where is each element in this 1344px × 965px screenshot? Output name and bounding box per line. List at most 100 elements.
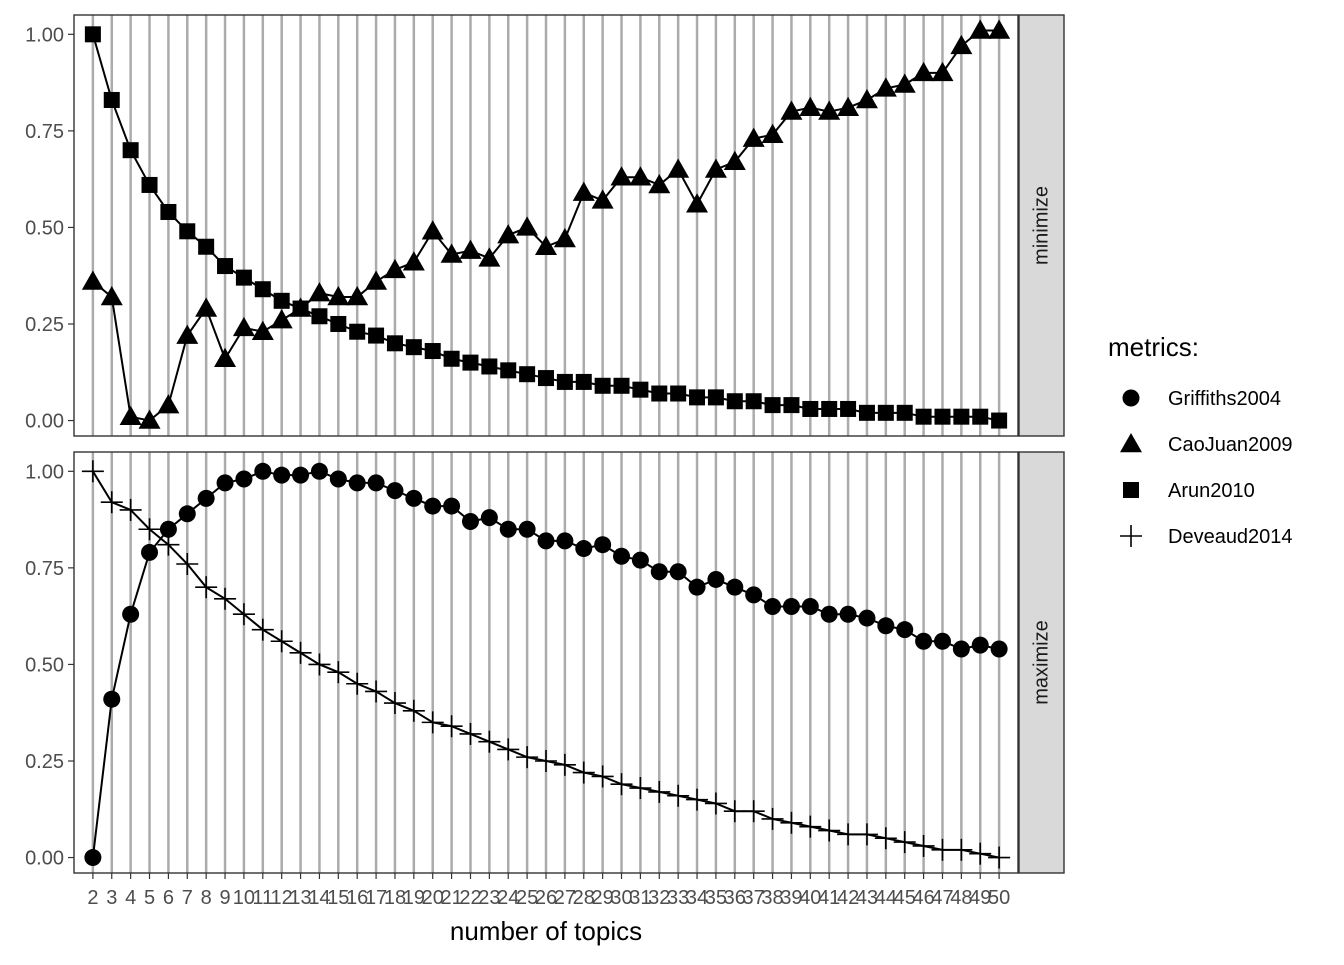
data-point-Deveaud2014: [818, 819, 841, 842]
data-point-CaoJuan2009: [81, 270, 104, 290]
data-point-Arun2010: [519, 366, 536, 383]
data-point-CaoJuan2009: [195, 297, 218, 317]
x-tick-label: 38: [761, 887, 783, 909]
data-point-Deveaud2014: [572, 761, 595, 784]
data-point-Arun2010: [481, 358, 498, 375]
x-tick-label: 8: [201, 887, 212, 909]
data-point-CaoJuan2009: [346, 285, 369, 306]
data-point-Griffiths2004: [915, 632, 933, 650]
data-point-Deveaud2014: [969, 842, 992, 865]
legend-item-Griffiths2004: Griffiths2004: [1122, 388, 1281, 410]
x-tick-label: 46: [912, 887, 934, 909]
data-point-Deveaud2014: [535, 749, 557, 772]
legend-title: metrics:: [1108, 332, 1199, 362]
data-point-Deveaud2014: [837, 823, 860, 846]
panel-maximize: 0.00 0.25 0.50 0.75 1.00 maximize: [25, 451, 1065, 874]
x-tick-label: 34: [686, 887, 708, 909]
data-point-CaoJuan2009: [837, 96, 860, 116]
x-tick-label: 6: [163, 887, 174, 909]
data-point-Griffiths2004: [858, 609, 876, 627]
data-point-Griffiths2004: [537, 532, 555, 550]
series-CaoJuan2009: [81, 19, 1011, 429]
data-point-Arun2010: [783, 397, 800, 414]
data-point-Arun2010: [500, 362, 517, 379]
data-point-CaoJuan2009: [365, 270, 388, 290]
x-tick-label: 37: [743, 887, 765, 909]
y-tick-label: 0.25: [25, 751, 64, 773]
x-tick-label: 10: [233, 887, 255, 909]
data-point-Deveaud2014: [195, 576, 218, 599]
data-point-CaoJuan2009: [855, 88, 878, 109]
data-point-CaoJuan2009: [591, 189, 614, 209]
strip-background: [1018, 14, 1065, 437]
data-point-Griffiths2004: [103, 690, 121, 708]
strip-background: [1018, 451, 1065, 874]
data-point-Deveaud2014: [119, 498, 142, 521]
legend-item-Arun2010: Arun2010: [1123, 480, 1255, 502]
strip-label: maximize: [1031, 620, 1053, 704]
legend-key-Griffiths2004: [1122, 389, 1140, 407]
x-tick-label: 32: [648, 887, 670, 909]
data-point-Deveaud2014: [988, 846, 1011, 869]
data-point-Arun2010: [292, 300, 309, 317]
data-point-CaoJuan2009: [742, 127, 765, 147]
data-point-Deveaud2014: [591, 765, 614, 788]
data-point-CaoJuan2009: [950, 34, 973, 55]
data-point-Deveaud2014: [497, 738, 520, 761]
data-point-Arun2010: [273, 292, 290, 309]
data-point-CaoJuan2009: [251, 320, 274, 340]
x-tick-label: 44: [875, 887, 897, 909]
x-tick-label: 3: [106, 887, 117, 909]
x-tick-label: 5: [144, 887, 155, 909]
legend-key-Deveaud2014: [1120, 525, 1142, 547]
data-point-Arun2010: [764, 397, 781, 414]
data-point-Arun2010: [670, 385, 687, 402]
x-tick-label: 18: [384, 887, 406, 909]
data-point-Deveaud2014: [610, 773, 633, 796]
data-point-CaoJuan2009: [421, 220, 444, 240]
data-point-Deveaud2014: [232, 603, 255, 626]
x-tick-label: 11: [252, 887, 273, 909]
data-point-Arun2010: [424, 343, 441, 360]
data-point-Griffiths2004: [386, 482, 404, 500]
data-point-CaoJuan2009: [648, 173, 671, 194]
data-point-Arun2010: [613, 377, 630, 394]
data-point-Deveaud2014: [270, 630, 293, 653]
data-point-Arun2010: [235, 269, 252, 286]
x-tick-label: 40: [799, 887, 821, 909]
data-point-Arun2010: [538, 370, 554, 387]
series-Arun2010: [84, 26, 1008, 429]
data-point-Griffiths2004: [141, 543, 159, 561]
legend-key-CaoJuan2009: [1120, 433, 1142, 453]
y-tick-label: 0.50: [25, 654, 64, 676]
data-point-Deveaud2014: [893, 831, 916, 854]
data-point-Deveaud2014: [516, 746, 539, 769]
data-point-CaoJuan2009: [799, 96, 822, 116]
y-tick-label: 1.00: [25, 24, 64, 46]
data-point-CaoJuan2009: [704, 158, 727, 178]
y-axis: 0.00 0.25 0.50 0.75 1.00: [25, 24, 74, 433]
x-tick-label: 48: [950, 887, 972, 909]
data-point-CaoJuan2009: [553, 228, 576, 248]
data-point-Arun2010: [651, 385, 668, 402]
x-tick-label: 17: [365, 887, 387, 909]
data-point-Deveaud2014: [81, 460, 104, 483]
data-point-Griffiths2004: [933, 632, 951, 650]
legend-label: Griffiths2004: [1168, 388, 1281, 410]
data-point-CaoJuan2009: [157, 394, 180, 414]
data-point-Deveaud2014: [912, 834, 935, 857]
data-point-Deveaud2014: [251, 618, 274, 641]
data-point-Griffiths2004: [896, 621, 914, 639]
data-point-Arun2010: [877, 404, 894, 421]
x-tick-label: 27: [554, 887, 576, 909]
data-point-Arun2010: [915, 408, 932, 425]
data-point-Arun2010: [689, 389, 706, 406]
x-tick-label: 24: [497, 887, 519, 909]
data-point-Deveaud2014: [667, 784, 690, 807]
data-point-Deveaud2014: [629, 777, 652, 800]
data-point-Deveaud2014: [648, 780, 671, 803]
data-point-Griffiths2004: [254, 462, 272, 480]
data-point-Arun2010: [386, 335, 403, 352]
legend-label: Deveaud2014: [1168, 526, 1293, 548]
y-tick-label: 0.75: [25, 558, 64, 580]
